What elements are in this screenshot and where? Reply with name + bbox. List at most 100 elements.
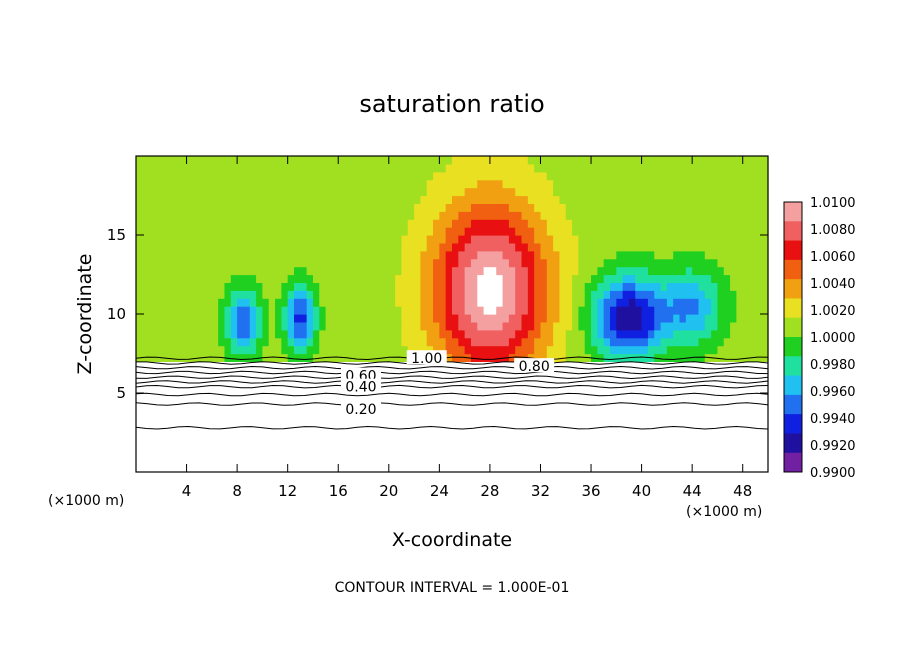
heatmap-cell (477, 282, 485, 291)
heatmap-cell (192, 171, 200, 181)
heatmap-cell (243, 179, 251, 189)
heatmap-cell (186, 290, 194, 299)
heatmap-cell (319, 290, 327, 299)
heatmap-cell (685, 314, 693, 323)
heatmap-cell (704, 337, 712, 347)
heatmap-cell (237, 314, 245, 323)
heatmap-cell (306, 258, 314, 268)
heatmap-cell (660, 242, 668, 252)
heatmap-cell (603, 321, 611, 331)
heatmap-cell (426, 274, 434, 283)
heatmap-cell (515, 250, 523, 260)
heatmap-cell (426, 250, 434, 260)
heatmap-cell (136, 187, 143, 197)
heatmap-cell (388, 242, 396, 252)
contour-label: 0.80 (519, 359, 550, 375)
contour-line (135, 375, 769, 380)
heatmap-cell (736, 203, 744, 212)
heatmap-cell (287, 314, 295, 323)
heatmap-cell (401, 219, 409, 228)
heatmap-cell (717, 290, 725, 299)
heatmap-cell (275, 242, 282, 252)
heatmap-cell (458, 163, 466, 173)
heatmap-cell (148, 211, 156, 220)
heatmap-cell (515, 321, 523, 331)
heatmap-cell (338, 306, 346, 315)
heatmap-cell (534, 227, 542, 236)
heatmap-cell (281, 242, 289, 252)
heatmap-cell (736, 337, 744, 347)
heatmap-cell (736, 266, 744, 276)
heatmap-cell (262, 187, 270, 197)
heatmap-cell (622, 187, 630, 197)
heatmap-cell (186, 211, 194, 220)
heatmap-cell (572, 314, 579, 323)
heatmap-cell (489, 314, 497, 323)
heatmap-cell (180, 290, 188, 299)
heatmap-cell (275, 203, 282, 212)
heatmap-cell (483, 156, 491, 165)
heatmap-cell (262, 258, 270, 268)
heatmap-cell (325, 266, 333, 276)
heatmap-cell (622, 321, 630, 331)
heatmap-cell (186, 187, 194, 197)
heatmap-cell (553, 156, 561, 165)
heatmap-cell (654, 195, 662, 204)
heatmap-cell (559, 211, 567, 220)
heatmap-cell (736, 258, 744, 268)
heatmap-cell (344, 274, 352, 283)
heatmap-cell (698, 290, 706, 299)
heatmap-cell (363, 337, 371, 347)
heatmap-cell (742, 306, 750, 315)
heatmap-cell (357, 227, 365, 236)
heatmap-cell (300, 329, 308, 339)
heatmap-cell (578, 314, 586, 323)
heatmap-cell (477, 187, 485, 197)
heatmap-cell (622, 306, 630, 315)
heatmap-cell (205, 187, 213, 197)
heatmap-cell (692, 321, 700, 331)
heatmap-cell (559, 179, 567, 189)
heatmap-cell (180, 250, 188, 260)
heatmap-cell (136, 171, 143, 181)
heatmap-cell (237, 219, 245, 228)
heatmap-cell (502, 179, 510, 189)
heatmap-cell (331, 345, 339, 355)
heatmap-cell (742, 258, 750, 268)
heatmap-cell (161, 242, 169, 252)
heatmap-cell (325, 227, 333, 236)
heatmap-cell (338, 227, 346, 236)
heatmap-cell (489, 219, 497, 228)
heatmap-cell (610, 203, 617, 212)
heatmap-cell (477, 353, 485, 362)
heatmap-cell (363, 250, 371, 260)
heatmap-cell (382, 345, 390, 355)
contour-line (135, 392, 769, 397)
heatmap-cell (635, 321, 643, 331)
x-tick-label: 28 (480, 482, 499, 500)
heatmap-cell (452, 353, 459, 362)
heatmap-cell (559, 163, 567, 173)
heatmap-cell (559, 219, 567, 228)
heatmap-cell (275, 187, 282, 197)
heatmap-cell (433, 298, 440, 307)
heatmap-cell (452, 345, 459, 355)
heatmap-cell (610, 171, 617, 181)
heatmap-cell (616, 337, 624, 347)
heatmap-cell (142, 156, 150, 165)
heatmap-cell (540, 329, 548, 339)
heatmap-cell (312, 219, 320, 228)
heatmap-cell (521, 337, 529, 347)
heatmap-cell (205, 345, 213, 355)
heatmap-cell (711, 242, 719, 252)
heatmap-cell (553, 227, 561, 236)
heatmap-cell (363, 266, 371, 276)
heatmap-cell (218, 163, 226, 173)
heatmap-cell (502, 171, 510, 181)
heatmap-cell (281, 266, 289, 276)
heatmap-cell (597, 266, 605, 276)
heatmap-cell (610, 353, 617, 362)
heatmap-cell (331, 353, 339, 362)
heatmap-cell (483, 235, 491, 244)
heatmap-cell (553, 250, 561, 260)
